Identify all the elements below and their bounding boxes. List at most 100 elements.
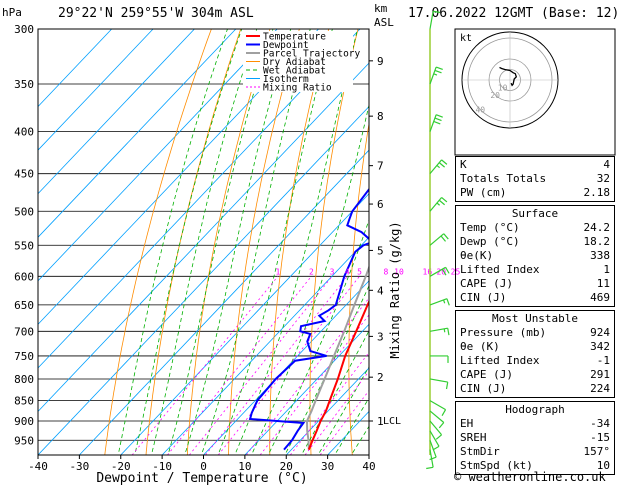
row-value: -34 xyxy=(590,417,610,430)
pressure-tick-label: 450 xyxy=(14,168,34,181)
mixing-ratio-line xyxy=(304,370,369,455)
km-tick-label: 7 xyxy=(377,160,384,173)
temperature-tick-label: 20 xyxy=(280,460,293,473)
lcl-label: LCL xyxy=(383,416,401,427)
row-value: 24.2 xyxy=(583,221,611,234)
dry-adiabat-line xyxy=(104,29,212,455)
row-value: 32 xyxy=(596,172,610,185)
legend-entry: Isotherm xyxy=(263,74,309,85)
wind-barb xyxy=(429,378,449,390)
temperature-tick-label: -20 xyxy=(111,460,131,473)
dewpoint-line xyxy=(248,187,369,451)
x-axis-label: Dewpoint / Temperature (°C) xyxy=(96,471,307,486)
row-value: 4 xyxy=(603,158,610,171)
row-value: 18.2 xyxy=(583,235,611,248)
km-unit-label: km xyxy=(374,2,388,15)
isotherm-line xyxy=(38,29,319,325)
pressure-tick-label: 550 xyxy=(14,239,34,252)
wind-barb xyxy=(429,10,441,30)
row-value: 10 xyxy=(596,459,610,472)
table-row: CAPE (J) 291 xyxy=(460,368,610,382)
wet-adiabat-line xyxy=(134,29,243,455)
km-tick-label: 4 xyxy=(377,284,384,297)
temperature-tick-label: -10 xyxy=(152,460,172,473)
dry-adiabat-line xyxy=(309,29,359,455)
row-label: θe(K) xyxy=(460,249,494,262)
index-tables: K 4 Totals Totals 32 PW (cm) 2.18 Surface Temp… xyxy=(455,156,615,478)
row-value: 11 xyxy=(596,277,610,290)
mixing-ratio-line xyxy=(167,276,312,455)
legend-entry: Temperature xyxy=(263,32,326,43)
pressure-tick-label: 800 xyxy=(14,373,34,386)
wind-barb xyxy=(429,197,448,212)
row-label: K xyxy=(460,158,467,171)
wind-barb xyxy=(429,266,450,277)
table-title: Surface xyxy=(511,207,559,220)
row-value: 469 xyxy=(590,291,610,304)
pressure-tick-label: 600 xyxy=(14,270,34,283)
row-value: 1 xyxy=(603,263,610,276)
row-label: Lifted Index xyxy=(460,354,540,367)
wet-adiabat-line xyxy=(117,29,228,455)
mixing-ratio-label: 10 xyxy=(394,267,404,276)
km-tick-label: 1 xyxy=(377,415,384,428)
mixing-ratio-label: 3 xyxy=(330,267,335,276)
pressure-tick-label: 500 xyxy=(14,205,34,218)
table-row: θe(K) 338 xyxy=(460,249,610,263)
isotherm-line xyxy=(38,29,112,108)
isotherm-line xyxy=(285,367,369,455)
table-row: Pressure (mb) 924 xyxy=(460,326,610,340)
km-tick-label: 2 xyxy=(377,371,384,384)
wind-barb xyxy=(429,327,450,336)
table-row: SREH -15 xyxy=(460,431,610,445)
row-label: Lifted Index xyxy=(460,263,540,276)
row-value: 2.18 xyxy=(583,186,611,199)
pressure-tick-label: 650 xyxy=(14,299,34,312)
row-value: -15 xyxy=(590,431,610,444)
pressure-tick-label: 750 xyxy=(14,350,34,363)
table-row: CAPE (J) 11 xyxy=(460,277,610,291)
row-label: StmDir xyxy=(460,445,500,458)
table-row: Dewp (°C) 18.2 xyxy=(460,235,610,249)
isotherm-line xyxy=(38,29,154,151)
most-unstable-table: Most Unstable Pressure (mb) 924 θe (K) 342 Li… xyxy=(455,310,615,398)
wind-barb xyxy=(429,400,447,416)
isotherm-line xyxy=(120,193,369,455)
row-label: Dewp (°C) xyxy=(460,235,520,248)
pressure-tick-label: 950 xyxy=(14,434,34,447)
wind-barb xyxy=(429,159,448,175)
mixing-ratio-label: 2 xyxy=(309,267,314,276)
pressure-tick-label: 850 xyxy=(14,395,34,408)
date-title: 17.06.2022 12GMT (Base: 12) xyxy=(408,6,620,21)
wind-barb xyxy=(429,114,443,132)
wet-adiabat-line xyxy=(317,365,369,455)
mixing-ratio-label: 20 xyxy=(436,267,446,276)
isotherm-line xyxy=(38,29,361,369)
table-row: CIN (J) 469 xyxy=(460,291,610,305)
temperature-tick-label: 30 xyxy=(321,460,334,473)
wet-adiabat-line xyxy=(284,284,369,455)
row-label: CAPE (J) xyxy=(460,277,513,290)
row-label: Pressure (mb) xyxy=(460,326,547,339)
row-label: CIN (J) xyxy=(460,382,507,395)
temperature-tick-label: 40 xyxy=(362,460,375,473)
isotherm-line xyxy=(38,105,369,455)
pressure-tick-label: 350 xyxy=(14,78,34,91)
location-title: 29°22'N 259°55'W 304m ASL xyxy=(58,6,254,21)
row-label: CAPE (J) xyxy=(460,368,513,381)
row-value: -1 xyxy=(596,354,610,367)
km-tick-label: 5 xyxy=(377,244,384,257)
asl-unit-label: ASL xyxy=(374,16,394,29)
table-title: Most Unstable xyxy=(491,312,579,325)
row-value: 338 xyxy=(590,249,610,262)
row-label: StmSpd (kt) xyxy=(460,459,533,472)
table-row: Totals Totals 32 xyxy=(460,172,610,186)
row-label: Totals Totals xyxy=(460,172,547,185)
row-label: PW (cm) xyxy=(460,186,507,199)
hodograph-ring-label: 20 xyxy=(490,91,500,100)
mixing-ratio-axis-label: Mixing Ratio (g/kg) xyxy=(388,221,402,358)
mixing-ratio-label: 5 xyxy=(357,267,362,276)
mixing-ratio-label: 4 xyxy=(345,267,350,276)
